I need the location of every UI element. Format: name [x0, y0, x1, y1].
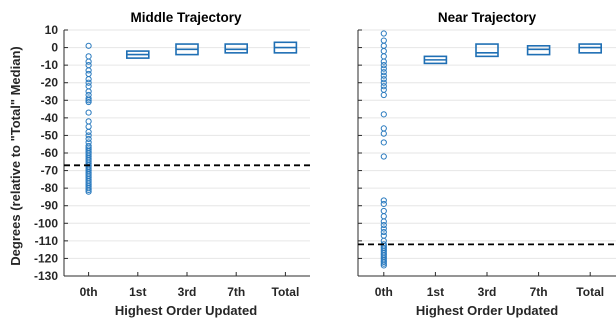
x-tick-label: 0th — [80, 285, 98, 299]
data-point — [380, 260, 387, 267]
x-tick-label: 7th — [530, 285, 548, 299]
data-point — [85, 88, 92, 95]
x-tick-label: 1st — [427, 285, 444, 299]
data-point — [85, 76, 92, 83]
x-tick-label: 1st — [129, 285, 146, 299]
chart-title: Near Trajectory — [438, 10, 537, 25]
data-point — [380, 79, 387, 86]
data-point — [380, 262, 387, 269]
data-point — [85, 70, 92, 78]
data-point — [380, 37, 387, 44]
grid-lines — [358, 29, 616, 277]
y-tick-label: -70 — [41, 164, 59, 178]
data-point — [380, 65, 387, 72]
y-tick-label: -50 — [41, 128, 59, 142]
x-tick-label: 3rd — [478, 285, 497, 299]
data-point — [380, 76, 387, 83]
y-tick-label: -100 — [34, 216, 58, 230]
data-point — [380, 62, 387, 69]
box — [475, 43, 499, 58]
data-point — [380, 228, 387, 236]
data-point — [380, 258, 387, 266]
x-axis-label: Highest Order Updated — [115, 303, 257, 318]
y-tick-label: -40 — [41, 111, 59, 125]
data-point — [85, 118, 92, 125]
data-point — [85, 42, 92, 49]
y-tick-label: -80 — [41, 181, 59, 195]
y-tick-label: 10 — [45, 23, 59, 37]
box — [224, 43, 248, 54]
data-point — [85, 186, 92, 193]
y-tick-label: -90 — [41, 199, 59, 213]
data-point — [380, 125, 387, 132]
data-point — [380, 139, 387, 146]
data-point — [380, 91, 387, 99]
y-tick-label: -110 — [35, 234, 59, 248]
data-point — [380, 30, 387, 37]
y-tick-label: -30 — [41, 93, 59, 107]
data-point — [380, 130, 387, 137]
data-point — [380, 111, 387, 118]
y-tick-label: -60 — [41, 146, 59, 160]
data-point — [85, 95, 92, 102]
data-point — [85, 185, 92, 192]
data-point — [380, 86, 387, 93]
y-tick-label: -130 — [34, 269, 58, 283]
chart-middle-trajectory: Middle Trajectory Highest Order Updated … — [34, 10, 310, 318]
data-point — [85, 79, 92, 86]
data-point — [85, 123, 92, 130]
data-point — [380, 200, 387, 208]
data-point — [380, 207, 387, 215]
data-point — [85, 128, 92, 136]
data-point — [380, 225, 387, 232]
x-tick-label: 0th — [375, 285, 393, 299]
x-axis-label: Highest Order Updated — [416, 303, 558, 318]
data-point — [85, 109, 92, 116]
box — [578, 43, 603, 54]
data-point — [85, 53, 92, 60]
x-tick-label: Total — [272, 285, 300, 299]
data-point — [85, 83, 92, 90]
data-point — [380, 221, 387, 229]
x-tick-label: Total — [576, 285, 604, 299]
data-point — [85, 135, 92, 143]
data-point — [380, 58, 387, 65]
data-point — [85, 67, 92, 74]
data-point — [380, 232, 387, 239]
data-point — [380, 72, 387, 79]
y-tick-label: -10 — [41, 58, 59, 72]
box — [526, 45, 551, 56]
data-point — [380, 197, 387, 204]
data-point — [380, 83, 387, 90]
data-point — [85, 97, 92, 104]
data-point — [85, 188, 92, 195]
data-point — [380, 53, 387, 60]
x-tick-label: 7th — [227, 285, 245, 299]
chart-title: Middle Trajectory — [130, 10, 242, 25]
data-point — [380, 69, 387, 76]
y-tick-label: -120 — [34, 251, 58, 265]
y-tick-label: -20 — [41, 76, 59, 90]
chart-near-trajectory: Near Trajectory Highest Order Updated 0t… — [357, 10, 616, 318]
data-point — [85, 58, 92, 65]
data-point — [85, 98, 92, 106]
grid-lines — [64, 29, 310, 277]
x-tick-label: 3rd — [178, 285, 197, 299]
data-point — [85, 132, 92, 139]
data-point — [380, 218, 387, 225]
data-point — [380, 47, 387, 55]
data-point — [380, 213, 387, 220]
y-axis-label: Degrees (relative to "Total" Median) — [8, 46, 23, 265]
data-point — [380, 153, 387, 160]
y-tick-label: 0 — [51, 41, 58, 55]
